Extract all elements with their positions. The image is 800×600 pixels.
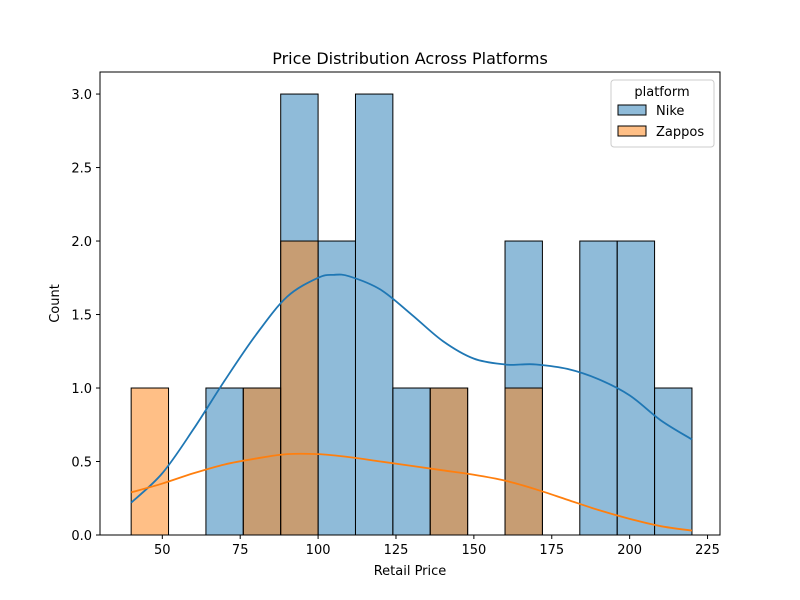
y-axis-label: Count: [48, 284, 63, 323]
legend-swatch-nike: [617, 104, 647, 116]
x-tick-label: 100: [306, 543, 331, 558]
legend: platform Nike Zappos: [610, 79, 715, 148]
kde-line-nike: [130, 273, 693, 504]
bar-zappos-10: [504, 387, 543, 536]
y-axis-ticks: 0.0 0.5 1.0 1.5 2.0 2.5 3.0: [71, 88, 100, 544]
legend-label-zappos: Zappos: [656, 125, 704, 140]
y-tick-label: 2.0: [71, 235, 92, 250]
x-tick-label: 50: [154, 543, 171, 558]
y-tick-label: 1.0: [71, 382, 92, 397]
kde-line-zappos: [130, 452, 693, 532]
x-axis-label: Retail Price: [374, 564, 447, 579]
bar-nike-12: [579, 240, 618, 536]
x-tick-label: 225: [695, 543, 720, 558]
bar-nike-14: [654, 387, 693, 536]
kde-layer: [130, 273, 693, 532]
y-tick-label: 0.5: [71, 456, 92, 471]
x-tick-label: 125: [384, 543, 409, 558]
bar-nike-13: [616, 240, 656, 536]
y-tick-label: 2.5: [71, 162, 92, 177]
bar-zappos-3: [242, 387, 282, 536]
y-tick-label: 0.0: [71, 529, 92, 544]
legend-label-nike: Nike: [656, 104, 684, 119]
y-tick-label: 1.5: [71, 309, 92, 324]
bar-nike-5: [317, 240, 356, 536]
bar-zappos-8: [429, 387, 469, 536]
y-tick-label: 3.0: [71, 88, 92, 103]
bar-nike-6: [354, 93, 394, 536]
x-axis-ticks: 50 75 100 125 150 175 200 225: [154, 535, 720, 558]
bars-layer: [130, 93, 693, 536]
x-tick-label: 175: [539, 543, 564, 558]
x-tick-label: 75: [232, 543, 249, 558]
x-tick-label: 200: [617, 543, 642, 558]
legend-title: platform: [634, 85, 689, 100]
plot-frame: [99, 71, 721, 536]
legend-swatch-zappos: [617, 125, 647, 137]
bar-zappos-0: [130, 387, 170, 536]
bar-zappos-4: [280, 240, 319, 536]
chart-title: Price Distribution Across Platforms: [272, 49, 548, 68]
bar-nike-7: [392, 387, 431, 536]
x-tick-label: 150: [461, 543, 486, 558]
